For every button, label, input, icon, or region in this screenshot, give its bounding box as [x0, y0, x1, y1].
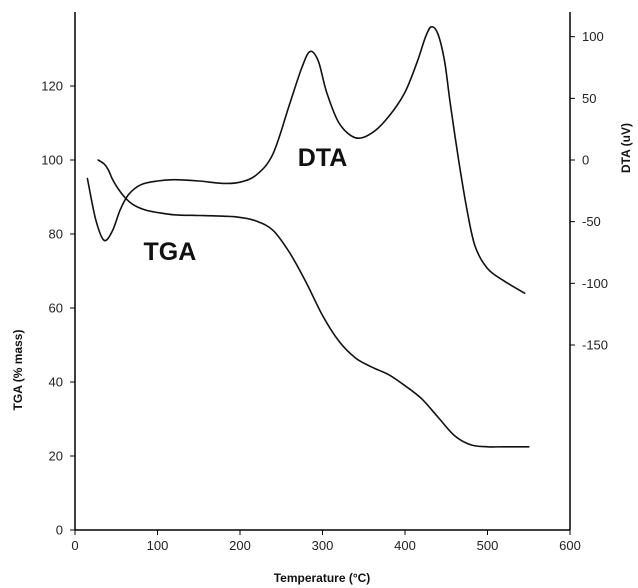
x-axis-ticks: 0 100 200 300 400 500 600	[71, 530, 581, 553]
y-axis-right-ticks: 100 50 0 -50 -100 -150	[570, 29, 608, 353]
y-left-tick-label: 100	[41, 153, 63, 168]
dta-curve-label: DTA	[298, 144, 348, 172]
x-tick-label: 300	[312, 538, 334, 553]
y-right-tick-label: -150	[582, 338, 608, 353]
x-tick-label: 600	[559, 538, 581, 553]
y-left-tick-label: 80	[49, 227, 63, 242]
x-tick-label: 400	[394, 538, 416, 553]
tga-series-line	[97, 159, 530, 448]
x-tick-label: 0	[71, 538, 78, 553]
y-axis-right-title: DTA (uV)	[619, 123, 633, 173]
y-axis-left-ticks: 0 20 40 60 80 100 120	[41, 79, 75, 538]
y-left-tick-label: 0	[56, 523, 63, 538]
y-left-tick-label: 40	[49, 375, 63, 390]
y-left-tick-label: 60	[49, 301, 63, 316]
y-left-tick-label: 20	[49, 449, 63, 464]
y-right-tick-label: 50	[582, 91, 596, 106]
y-right-tick-label: 0	[582, 153, 589, 168]
x-tick-label: 500	[477, 538, 499, 553]
dta-series-line	[86, 25, 526, 294]
y-axis-left-title: TGA (% mass)	[11, 330, 25, 411]
x-tick-label: 100	[147, 538, 169, 553]
y-right-tick-label: -100	[582, 276, 608, 291]
y-right-tick-label: 100	[582, 29, 604, 44]
x-tick-label: 200	[229, 538, 251, 553]
y-left-tick-label: 120	[41, 79, 63, 94]
tga-curve-label: TGA	[143, 238, 196, 266]
y-right-tick-label: -50	[582, 214, 601, 229]
x-axis-title: Temperature (°C)	[274, 571, 371, 585]
